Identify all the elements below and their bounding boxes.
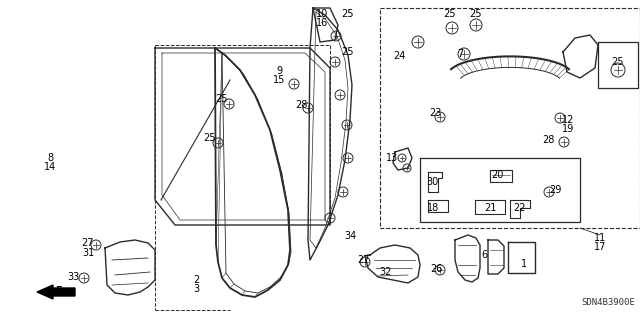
Text: 15: 15 <box>273 75 285 85</box>
Text: 28: 28 <box>542 135 554 145</box>
Text: 10: 10 <box>316 9 328 19</box>
Text: 25: 25 <box>611 57 623 67</box>
Text: 22: 22 <box>514 203 526 213</box>
Text: 25: 25 <box>204 133 216 143</box>
Text: 9: 9 <box>276 66 282 76</box>
Text: 13: 13 <box>386 153 398 163</box>
Text: 20: 20 <box>491 170 503 180</box>
Text: 27: 27 <box>356 255 369 265</box>
Text: 1: 1 <box>521 259 527 269</box>
Text: 11: 11 <box>594 233 606 243</box>
Text: 26: 26 <box>430 264 442 274</box>
Text: 7: 7 <box>457 49 463 59</box>
Text: 16: 16 <box>316 18 328 28</box>
Text: 18: 18 <box>427 203 439 213</box>
Text: 14: 14 <box>44 162 56 172</box>
Text: 19: 19 <box>562 124 574 134</box>
Text: 27: 27 <box>82 238 94 248</box>
Text: 23: 23 <box>429 108 441 118</box>
Text: SDN4B3900E: SDN4B3900E <box>581 298 635 307</box>
Text: 3: 3 <box>193 284 199 294</box>
Text: 25: 25 <box>342 47 355 57</box>
Text: 25: 25 <box>342 9 355 19</box>
Text: Fr.: Fr. <box>56 286 68 296</box>
Text: 6: 6 <box>481 250 487 260</box>
Text: 21: 21 <box>484 203 496 213</box>
Text: 33: 33 <box>67 272 79 282</box>
Text: 29: 29 <box>549 185 561 195</box>
Text: 8: 8 <box>47 153 53 163</box>
Text: 25: 25 <box>468 9 481 19</box>
FancyArrow shape <box>37 285 75 299</box>
Text: 31: 31 <box>82 248 94 258</box>
Text: 17: 17 <box>594 242 606 252</box>
Text: 25: 25 <box>444 9 456 19</box>
Text: 25: 25 <box>216 94 228 104</box>
Text: 2: 2 <box>193 275 199 285</box>
Text: 24: 24 <box>393 51 405 61</box>
Text: 30: 30 <box>426 177 438 187</box>
Text: 34: 34 <box>344 231 356 241</box>
Text: 28: 28 <box>295 100 307 110</box>
Text: 12: 12 <box>562 115 574 125</box>
Text: 32: 32 <box>379 267 391 277</box>
